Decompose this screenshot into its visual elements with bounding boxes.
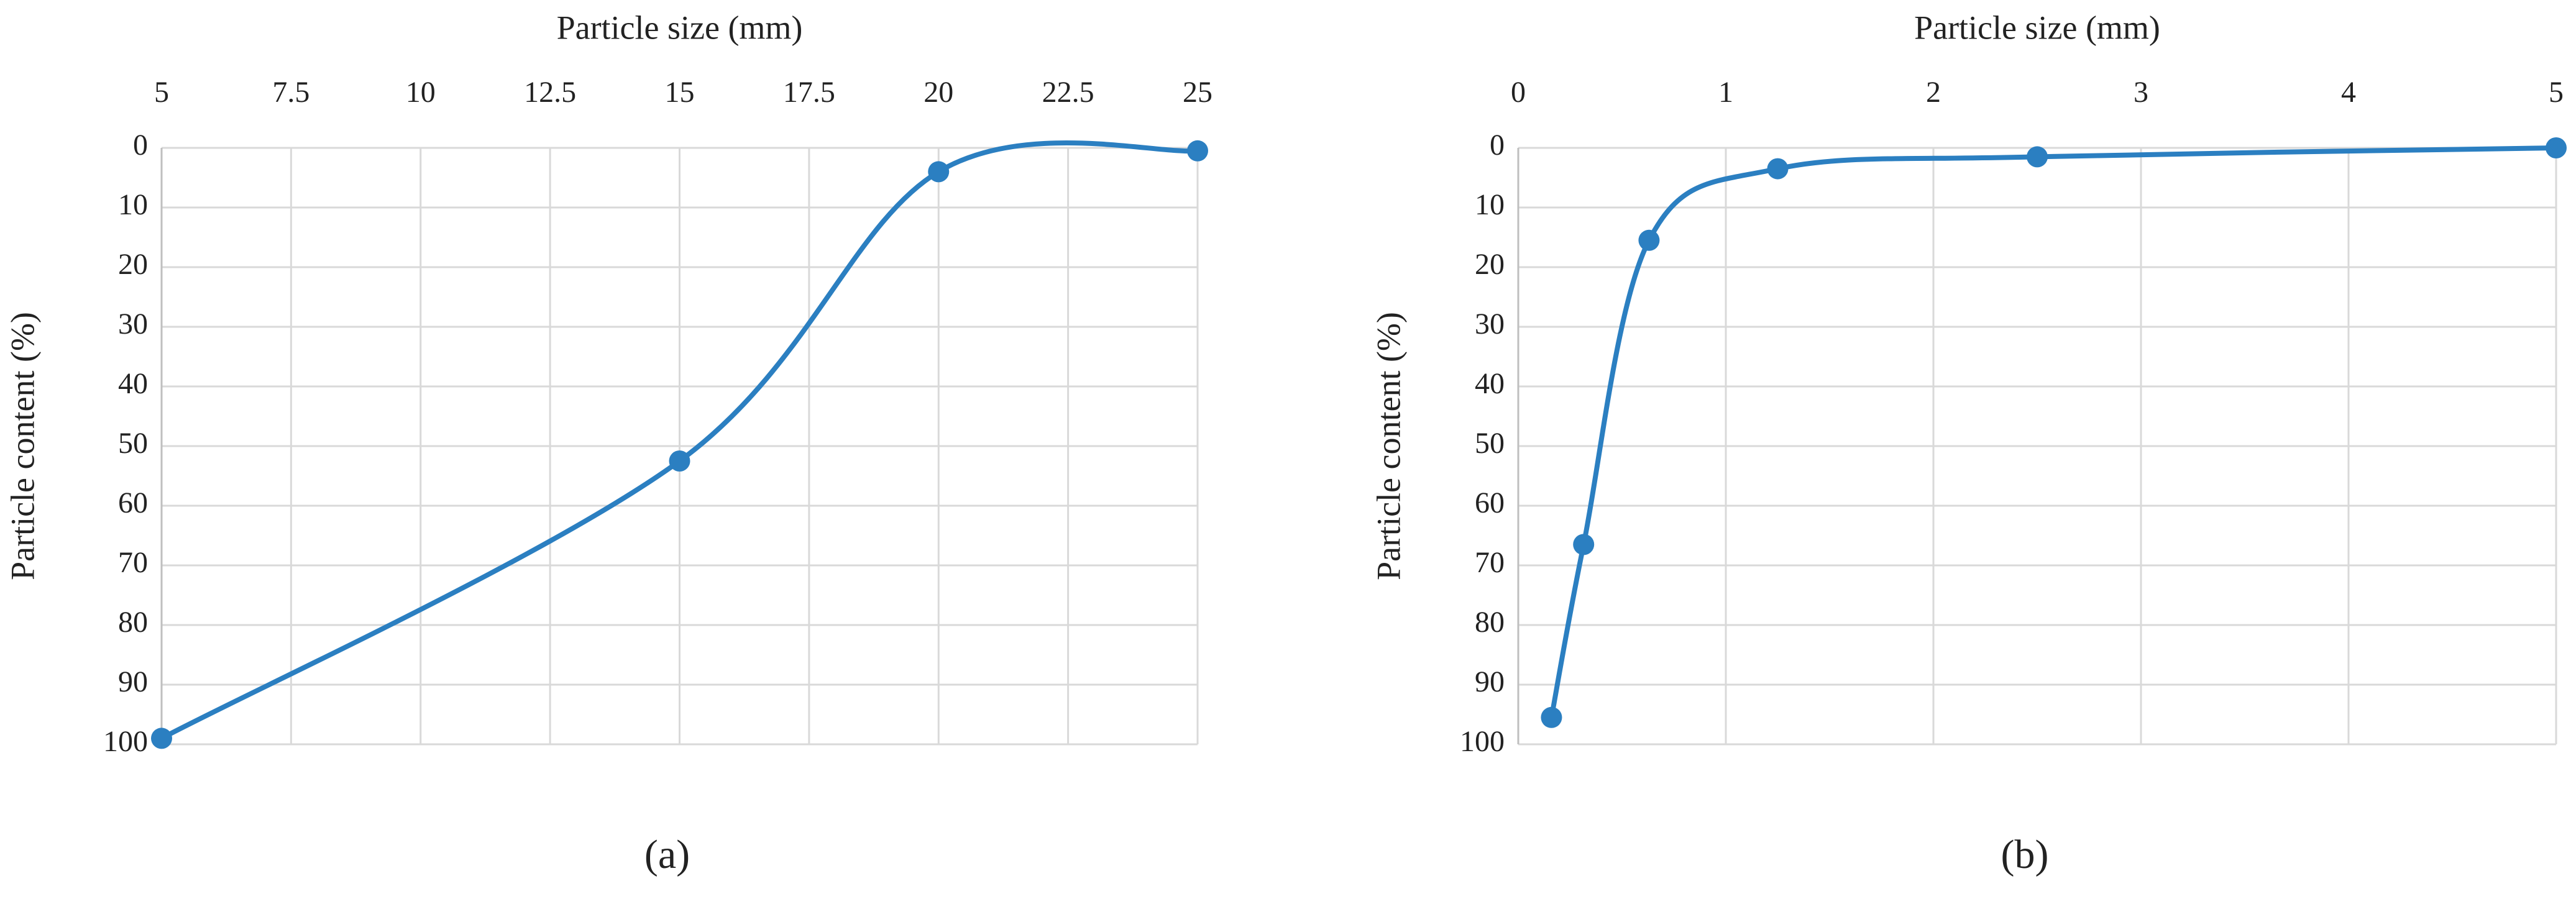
y-tick-label: 50	[118, 427, 148, 460]
x-tick-label: 25	[1183, 76, 1212, 109]
data-point	[1573, 534, 1595, 555]
x-tick-label: 1	[1718, 76, 1733, 109]
x-tick-label: 12.5	[524, 76, 576, 109]
x-tick-label: 7.5	[272, 76, 309, 109]
y-tick-label: 80	[1475, 606, 1505, 639]
y-tick-label: 30	[118, 308, 148, 340]
x-tick-label: 2	[1926, 76, 1941, 109]
y-tick-label: 20	[1475, 248, 1505, 281]
x-tick-label: 15	[665, 76, 695, 109]
x-tick-label: 17.5	[783, 76, 835, 109]
caption: (a)	[644, 832, 690, 877]
y-tick-label: 90	[1475, 665, 1505, 698]
data-point	[2027, 146, 2048, 168]
y-tick-label: 30	[1475, 308, 1505, 340]
y-tick-label: 100	[103, 725, 148, 758]
y-tick-label: 90	[118, 665, 148, 698]
y-axis-title: Particle content (%)	[1370, 312, 1407, 580]
y-tick-label: 50	[1475, 427, 1505, 460]
data-point	[669, 450, 690, 472]
x-tick-label: 0	[1511, 76, 1526, 109]
data-point	[1187, 140, 1208, 162]
x-axis-title: Particle size (mm)	[557, 9, 803, 46]
y-axis-title: Particle content (%)	[4, 312, 41, 580]
y-tick-label: 100	[1460, 725, 1505, 758]
data-line	[1549, 145, 2557, 718]
y-tick-label: 40	[118, 367, 148, 400]
x-tick-label: 5	[2549, 76, 2564, 109]
data-point	[1638, 229, 1660, 251]
x-tick-label: 3	[2134, 76, 2148, 109]
y-tick-label: 10	[118, 188, 148, 221]
x-tick-label: 5	[154, 76, 169, 109]
data-point	[1767, 158, 1789, 180]
y-tick-label: 20	[118, 248, 148, 281]
y-tick-label: 10	[1475, 188, 1505, 221]
y-tick-label: 70	[118, 546, 148, 579]
x-tick-label: 10	[406, 76, 436, 109]
x-axis-title: Particle size (mm)	[1914, 9, 2160, 46]
data-point	[928, 161, 950, 183]
x-tick-label: 22.5	[1042, 76, 1094, 109]
y-tick-label: 40	[1475, 367, 1505, 400]
y-tick-label: 0	[133, 129, 148, 162]
y-tick-label: 60	[118, 486, 148, 519]
chart: 0 10 20 30 40 50 60 70 80 90 100 5 7.5 10 12.5 15 17.5 20…	[4, 9, 1212, 877]
caption: (b)	[2001, 832, 2049, 877]
x-tick-label: 4	[2341, 76, 2356, 109]
data-line	[160, 140, 1198, 741]
data-point	[2546, 137, 2567, 158]
x-tick-label: 20	[924, 76, 953, 109]
chart: 0 10 20 30 40 50 60 70 80 90 100 0 1 2 3 4 5 Particle siz…	[1370, 9, 2567, 877]
data-point	[151, 728, 172, 749]
data-point	[1541, 706, 1562, 728]
y-tick-label: 0	[1490, 129, 1505, 162]
y-tick-label: 70	[1475, 546, 1505, 579]
y-tick-label: 80	[118, 606, 148, 639]
y-tick-label: 60	[1475, 486, 1505, 519]
